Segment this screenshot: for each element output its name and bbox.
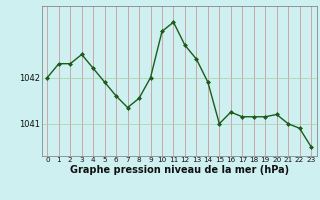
X-axis label: Graphe pression niveau de la mer (hPa): Graphe pression niveau de la mer (hPa) <box>70 165 289 175</box>
